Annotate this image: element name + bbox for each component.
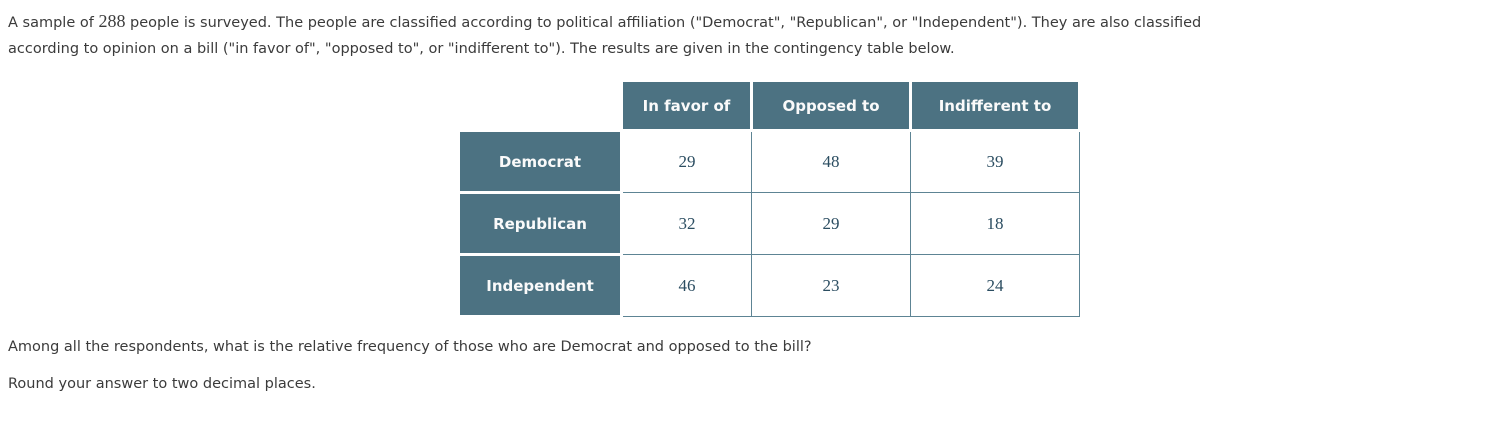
sample-size-value: 288 bbox=[98, 11, 126, 31]
table-row-democrat: Democrat 29 48 39 bbox=[457, 129, 1080, 194]
statement-line-1: A sample of 288 people is surveyed. The … bbox=[8, 8, 1492, 36]
cell-democrat-opposed: 48 bbox=[751, 130, 911, 193]
cell-democrat-indifferent: 39 bbox=[910, 130, 1080, 193]
row-header-democrat: Democrat bbox=[457, 129, 623, 194]
cell-republican-opposed: 29 bbox=[751, 192, 911, 255]
statement-prefix: A sample of bbox=[8, 15, 99, 31]
column-header-in-favor-of: In favor of bbox=[620, 79, 753, 132]
column-header-indifferent-to: Indifferent to bbox=[909, 79, 1081, 132]
cell-democrat-in-favor: 29 bbox=[621, 130, 752, 193]
table-corner-cell bbox=[459, 81, 622, 131]
row-header-republican: Republican bbox=[457, 191, 623, 256]
problem-statement: A sample of 288 people is surveyed. The … bbox=[8, 8, 1492, 62]
statement-line-1-rest: people is surveyed. The people are class… bbox=[125, 15, 1202, 31]
cell-independent-opposed: 23 bbox=[751, 254, 911, 317]
cell-republican-in-favor: 32 bbox=[621, 192, 752, 255]
question-text: Among all the respondents, what is the r… bbox=[8, 339, 812, 355]
table-row-independent: Independent 46 23 24 bbox=[457, 253, 1080, 318]
row-header-independent: Independent bbox=[457, 253, 623, 318]
cell-independent-in-favor: 46 bbox=[621, 254, 752, 317]
cell-republican-indifferent: 18 bbox=[910, 192, 1080, 255]
column-header-opposed-to: Opposed to bbox=[750, 79, 912, 132]
statement-line-2: according to opinion on a bill ("in favo… bbox=[8, 41, 955, 57]
column-header-row: In favor of Opposed to Indifferent to bbox=[459, 79, 1081, 132]
rounding-instruction: Round your answer to two decimal places. bbox=[8, 376, 316, 392]
table-row-republican: Republican 32 29 18 bbox=[457, 191, 1080, 256]
cell-independent-indifferent: 24 bbox=[910, 254, 1080, 317]
contingency-table: In favor of Opposed to Indifferent to De… bbox=[457, 79, 1081, 318]
